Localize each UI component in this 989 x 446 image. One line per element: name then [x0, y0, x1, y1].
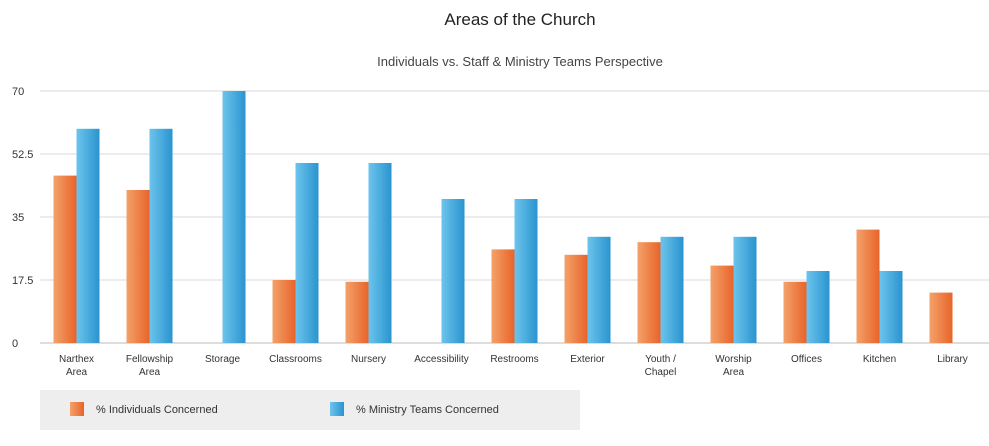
legend-swatch [330, 402, 344, 416]
bar-individuals [710, 265, 734, 343]
legend-swatch [70, 402, 84, 416]
x-tick-label: Accessibility [414, 354, 468, 365]
bar-ministry-teams [76, 128, 100, 343]
x-tick-label-line: Restrooms [490, 354, 538, 365]
bar-ministry-teams [806, 271, 830, 343]
bar-ministry-teams [222, 91, 246, 343]
bar-individuals [53, 175, 77, 343]
bar-ministry-teams [514, 199, 538, 343]
legend-background [40, 390, 580, 430]
x-tick-label: Storage [205, 354, 240, 365]
bar-individuals [126, 190, 150, 343]
x-tick-label: Restrooms [490, 354, 538, 365]
x-tick-label-line: Worship [715, 354, 752, 365]
x-tick-label: Library [937, 354, 968, 365]
x-tick-label-line: Chapel [645, 367, 677, 378]
chart-title: Areas of the Church [444, 10, 595, 29]
y-tick-label: 70 [12, 86, 24, 98]
x-tick-label-line: Area [66, 367, 88, 378]
x-tick-label: Worship Area [715, 354, 752, 378]
x-tick-label: Exterior [570, 354, 605, 365]
bar-ministry-teams [587, 236, 611, 343]
bar-individuals [783, 281, 807, 343]
y-tick-label: 35 [12, 212, 24, 224]
x-tick-label: Narthex Area [59, 354, 94, 378]
y-tick-label: 0 [12, 338, 18, 350]
x-tick-label-line: Youth / [645, 354, 676, 365]
x-tick-label-line: Classrooms [269, 354, 322, 365]
bar-ministry-teams [660, 236, 684, 343]
x-tick-label: Fellowship Area [126, 354, 174, 378]
bar-individuals [491, 249, 515, 343]
bar-ministry-teams [441, 199, 465, 343]
x-tick-label-line: Storage [205, 354, 240, 365]
y-axis: 0 17.5 35 52.5 70 [12, 86, 33, 350]
bar-individuals [345, 281, 369, 343]
bar-ministry-teams [733, 236, 757, 343]
x-tick-label-line: Area [139, 367, 161, 378]
bar-individuals [929, 292, 953, 343]
chart-subtitle: Individuals vs. Staff & Ministry Teams P… [377, 54, 663, 69]
x-tick-label: Nursery [351, 354, 386, 365]
bar-ministry-teams [368, 163, 392, 343]
legend: % Individuals Concerned % Ministry Teams … [40, 390, 580, 430]
bar-ministry-teams [879, 271, 903, 343]
x-tick-label-line: Fellowship [126, 354, 174, 365]
x-tick-label: Kitchen [863, 354, 896, 365]
bars [53, 91, 953, 343]
y-tick-label: 52.5 [12, 149, 33, 161]
x-tick-label: Offices [791, 354, 822, 365]
x-tick-label-line: Exterior [570, 354, 605, 365]
bar-individuals [856, 229, 880, 343]
x-tick-label-line: Accessibility [414, 354, 468, 365]
bar-individuals [637, 242, 661, 343]
x-tick-label-line: Narthex [59, 354, 94, 365]
x-tick-label-line: Library [937, 354, 968, 365]
bar-ministry-teams [149, 128, 173, 343]
x-tick-label-line: Nursery [351, 354, 386, 365]
x-tick-label-line: Area [723, 367, 745, 378]
x-tick-label: Youth / Chapel [645, 354, 677, 378]
bar-individuals [272, 280, 296, 343]
y-tick-label: 17.5 [12, 275, 33, 287]
x-tick-label-line: Offices [791, 354, 822, 365]
bar-individuals [564, 254, 588, 343]
legend-label: % Individuals Concerned [96, 404, 218, 416]
legend-label: % Ministry Teams Concerned [356, 404, 499, 416]
x-tick-label: Classrooms [269, 354, 322, 365]
x-tick-label-line: Kitchen [863, 354, 896, 365]
x-axis: Narthex Area Fellowship Area Storage Classroo… [59, 354, 968, 378]
bar-ministry-teams [295, 163, 319, 343]
